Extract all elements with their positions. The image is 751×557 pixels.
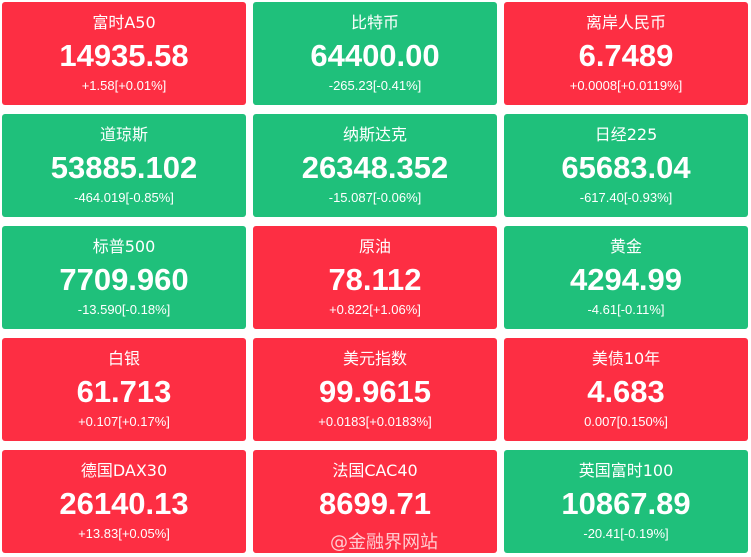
quote-value: 61.713 [76, 374, 172, 409]
quote-name: 纳斯达克 [342, 125, 407, 144]
quote-value: 10867.89 [561, 486, 691, 521]
quote-tile[interactable]: 美债10年 4.683 0.007[0.150%] [504, 338, 748, 441]
quote-value: 4294.99 [569, 262, 683, 297]
quote-name: 道琼斯 [99, 125, 148, 144]
quote-value: 26348.352 [301, 150, 449, 185]
quote-value: 64400.00 [310, 38, 440, 73]
quote-name: 比特币 [350, 13, 399, 32]
quote-name: 标普500 [92, 237, 156, 256]
quote-value: 14935.58 [59, 38, 189, 73]
quote-value: 78.112 [328, 262, 422, 297]
quote-change: +13.83[+0.05%] [78, 526, 170, 541]
quote-name: 黄金 [609, 237, 642, 256]
quote-value: 26140.13 [59, 486, 189, 521]
quote-tile[interactable]: 黄金 4294.99 -4.61[-0.11%] [504, 226, 748, 329]
quote-tile[interactable]: 白银 61.713 +0.107[+0.17%] [2, 338, 246, 441]
quote-change: +0.0183[+0.0183%] [318, 414, 432, 429]
quote-tile[interactable]: 标普500 7709.960 -13.590[-0.18%] [2, 226, 246, 329]
quote-value: 7709.960 [59, 262, 189, 297]
quote-tile[interactable]: 原油 78.112 +0.822[+1.06%] [253, 226, 497, 329]
quote-tile[interactable]: 纳斯达克 26348.352 -15.087[-0.06%] [253, 114, 497, 217]
quote-name: 英国富时100 [578, 461, 674, 480]
quote-tile[interactable]: 比特币 64400.00 -265.23[-0.41%] [253, 2, 497, 105]
quote-tile[interactable]: 德国DAX30 26140.13 +13.83[+0.05%] [2, 450, 246, 553]
quote-name: 日经225 [594, 125, 658, 144]
quote-tile[interactable]: 英国富时100 10867.89 -20.41[-0.19%] [504, 450, 748, 553]
quote-value: 65683.04 [561, 150, 691, 185]
quote-name: 离岸人民币 [585, 13, 666, 32]
quote-name: 白银 [107, 349, 140, 368]
quote-name: 美债10年 [591, 349, 661, 368]
quote-value: 8699.71 [318, 486, 432, 521]
quote-tile[interactable]: 日经225 65683.04 -617.40[-0.93%] [504, 114, 748, 217]
quote-change: 0.007[0.150%] [584, 414, 668, 429]
quote-change: +0.822[+1.06%] [329, 302, 421, 317]
quote-value: 53885.102 [50, 150, 198, 185]
quote-tile[interactable]: 离岸人民币 6.7489 +0.0008[+0.0119%] [504, 2, 748, 105]
quote-name: 原油 [358, 237, 391, 256]
quote-change: +0.0008[+0.0119%] [569, 78, 683, 93]
quote-change: +1.58[+0.01%] [81, 78, 167, 93]
quote-name: 美元指数 [342, 349, 407, 368]
quote-change: +0.107[+0.17%] [78, 414, 170, 429]
quote-change: -464.019[-0.85%] [74, 190, 174, 205]
quote-value: 99.9615 [318, 374, 432, 409]
quote-change: -20.41[-0.19%] [583, 526, 669, 541]
quote-change: -15.087[-0.06%] [328, 190, 422, 205]
quote-tile[interactable]: 道琼斯 53885.102 -464.019[-0.85%] [2, 114, 246, 217]
quote-change: -617.40[-0.93%] [579, 190, 673, 205]
quote-value: 6.7489 [578, 38, 674, 73]
quote-tile[interactable]: 富时A50 14935.58 +1.58[+0.01%] [2, 2, 246, 105]
watermark: @金融界网站 [330, 532, 438, 553]
quote-change: -4.61[-0.11%] [587, 302, 665, 317]
quote-change: -13.590[-0.18%] [77, 302, 171, 317]
quote-change: -265.23[-0.41%] [328, 78, 422, 93]
quote-name: 富时A50 [92, 13, 156, 32]
quote-tile[interactable]: 法国CAC40 8699.71 [253, 450, 497, 553]
quote-name: 德国DAX30 [80, 461, 168, 480]
quote-tile[interactable]: 美元指数 99.9615 +0.0183[+0.0183%] [253, 338, 497, 441]
quote-name: 法国CAC40 [332, 461, 418, 480]
quote-value: 4.683 [587, 374, 665, 409]
